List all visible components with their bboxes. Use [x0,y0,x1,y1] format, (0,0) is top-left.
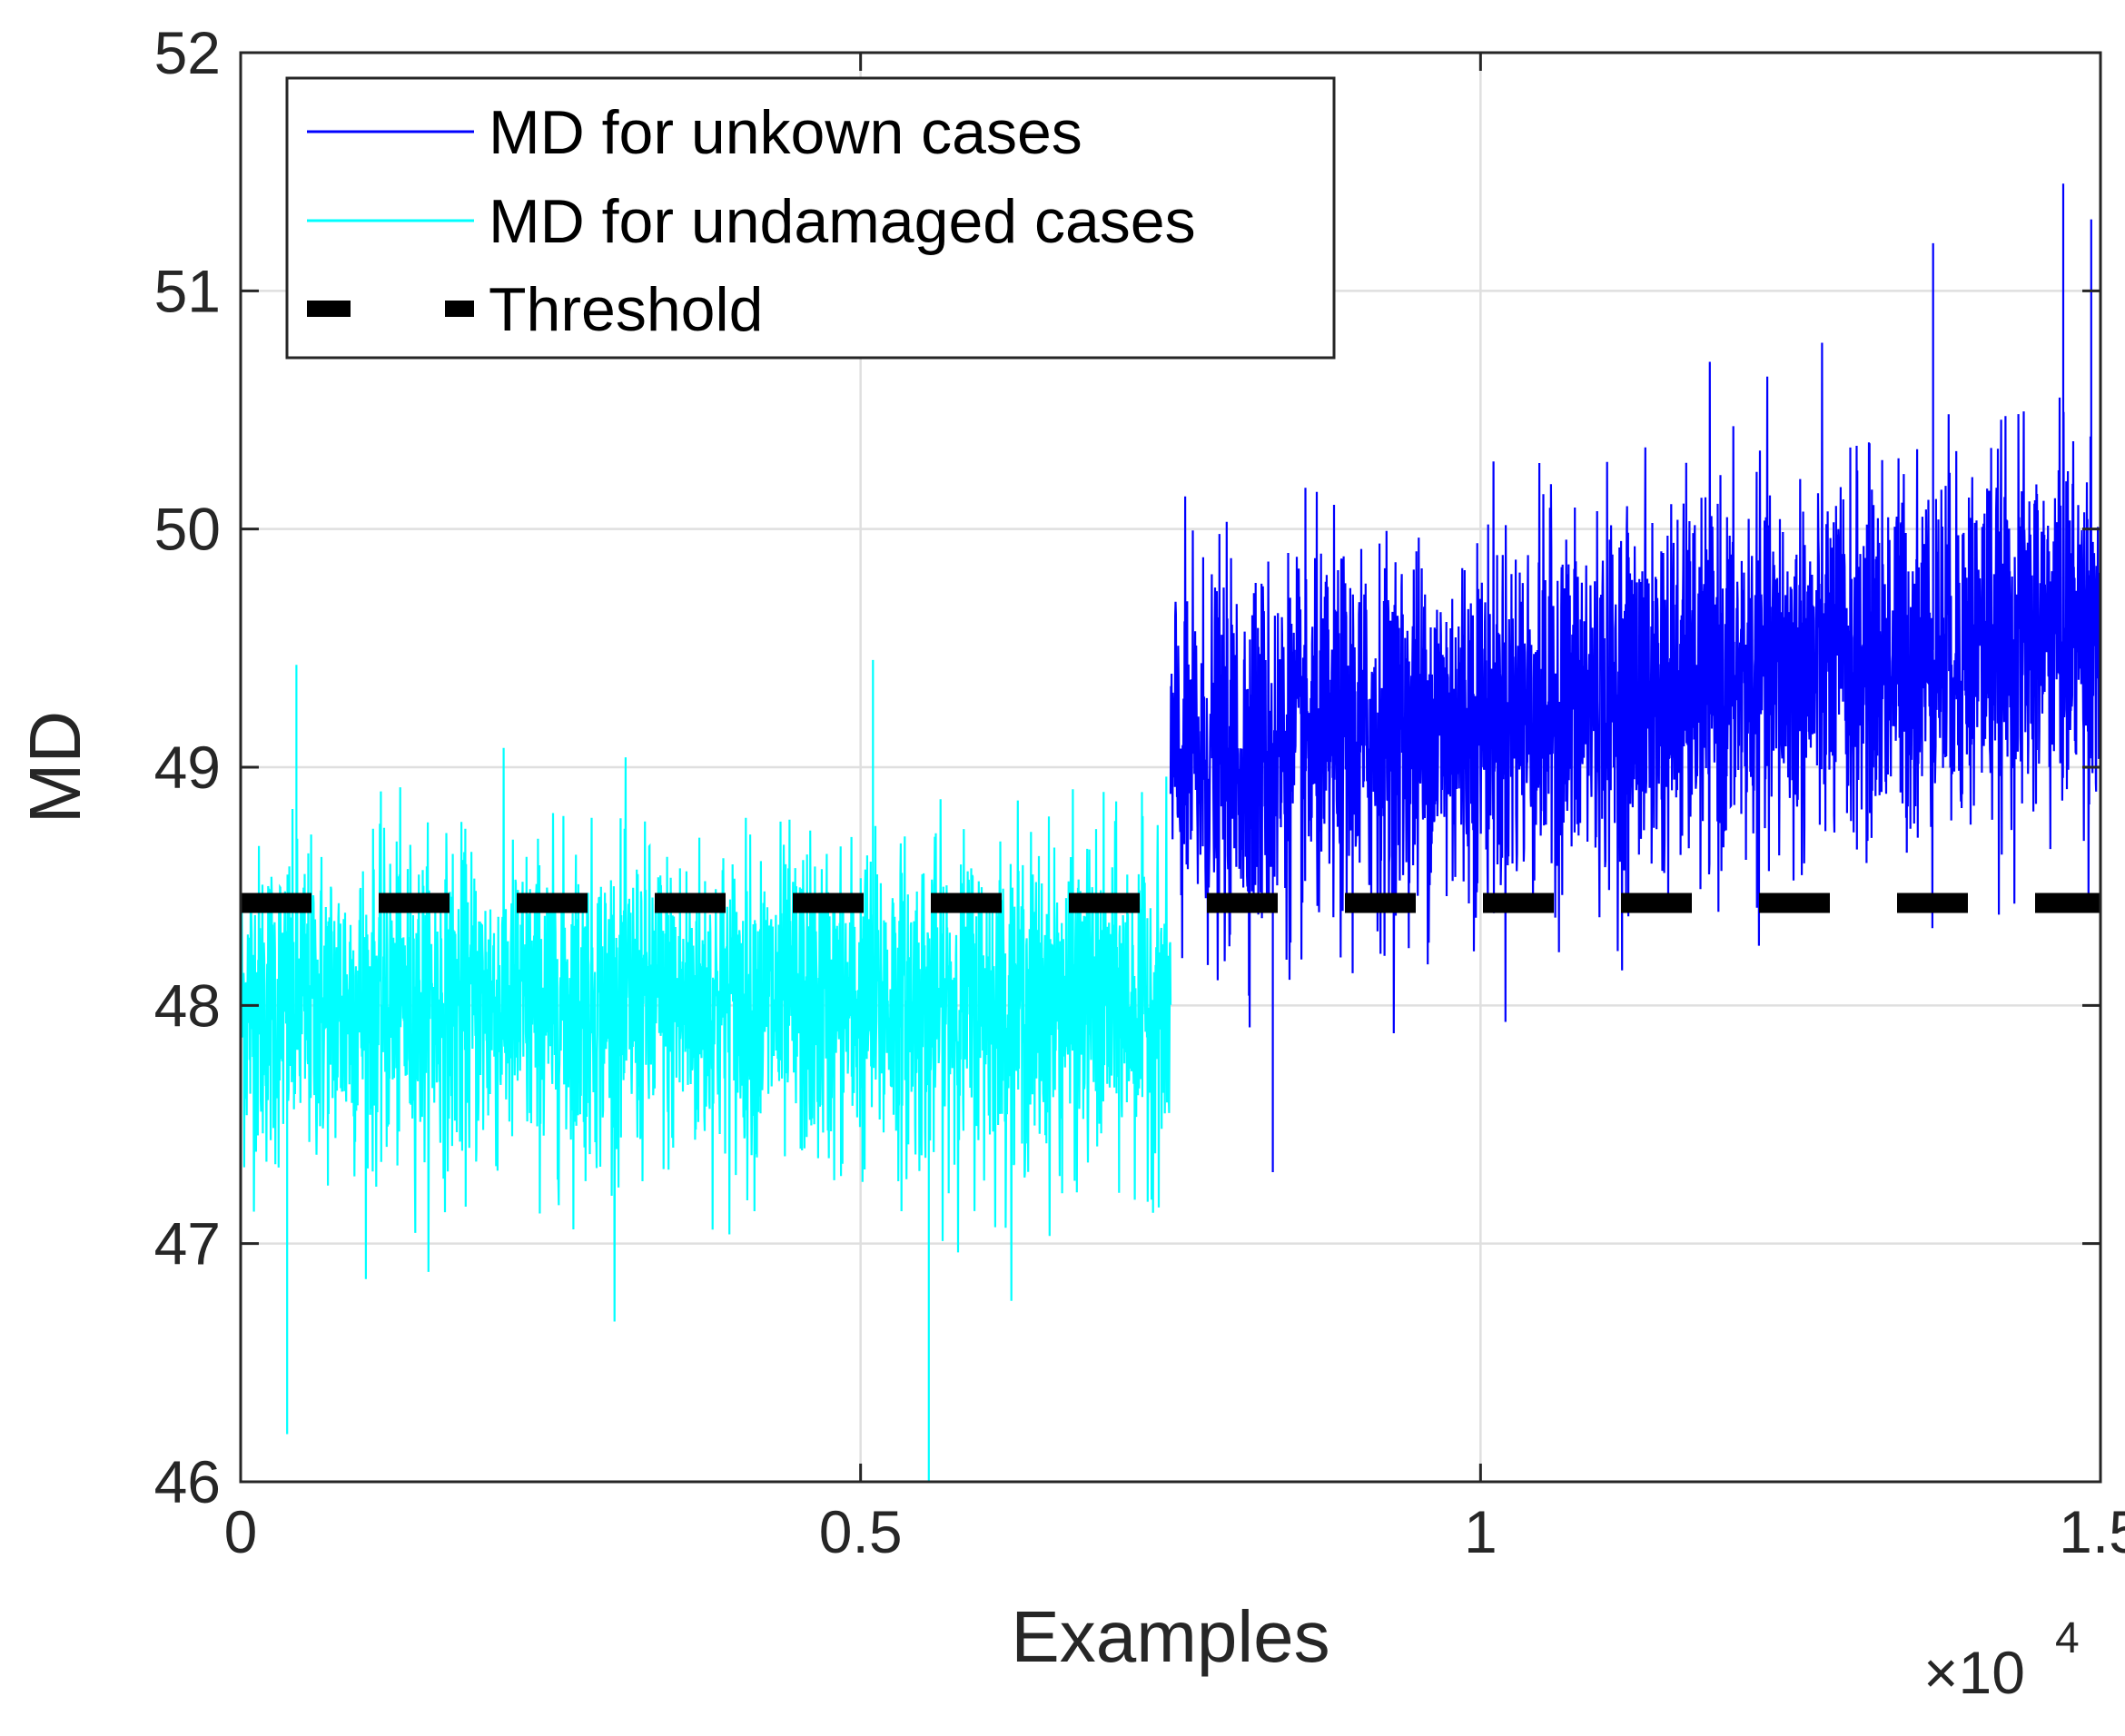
x-tick-label: 0.5 [819,1498,903,1565]
x-tick-label: 0 [224,1498,258,1565]
y-tick-label: 47 [154,1210,221,1277]
x-axis-label: Examples [1011,1596,1329,1677]
legend-label-unknown: MD for unkown cases [489,98,1082,167]
legend: MD for unkown cases MD for undamaged cas… [285,76,1336,360]
x-exponent-power: 4 [2055,1614,2080,1662]
legend-label-threshold: Threshold [489,275,763,344]
x-axis-exponent: ×10 4 [1923,1614,2080,1706]
y-tick-label: 52 [154,19,221,86]
x-exponent-base: ×10 [1923,1639,2025,1706]
y-axis-label: MD [15,711,95,824]
y-tick-label: 46 [154,1448,221,1515]
x-tick-label: 1.5 [2059,1498,2125,1565]
series-line-undamaged [239,659,1172,1482]
x-tick-label: 1 [1464,1498,1497,1565]
plot-area [239,183,2102,1482]
axis-ticks: 0 0.5 1 1.5 46 47 48 49 50 51 52 [154,19,2125,1565]
y-tick-label: 50 [154,496,221,563]
legend-label-undamaged: MD for undamaged cases [489,187,1196,256]
series-line-unknown [1169,183,2102,1172]
y-tick-label: 49 [154,734,221,801]
y-tick-label: 51 [154,257,221,324]
y-tick-label: 48 [154,972,221,1039]
